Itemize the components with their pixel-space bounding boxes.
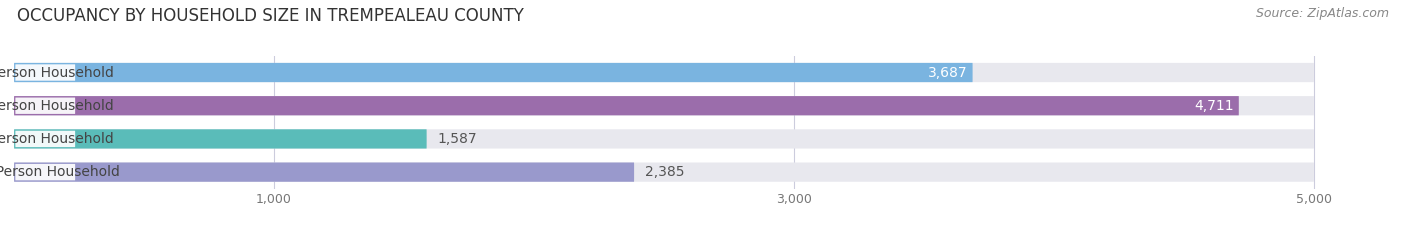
Text: 1-Person Household: 1-Person Household (0, 65, 114, 79)
FancyBboxPatch shape (14, 96, 1239, 115)
FancyBboxPatch shape (15, 131, 75, 147)
Text: 3-Person Household: 3-Person Household (0, 132, 114, 146)
Text: 1,587: 1,587 (437, 132, 477, 146)
Text: 2-Person Household: 2-Person Household (0, 99, 114, 113)
FancyBboxPatch shape (14, 63, 1315, 82)
Text: Source: ZipAtlas.com: Source: ZipAtlas.com (1256, 7, 1389, 20)
Text: 4,711: 4,711 (1194, 99, 1233, 113)
FancyBboxPatch shape (14, 63, 973, 82)
FancyBboxPatch shape (14, 162, 634, 182)
FancyBboxPatch shape (15, 164, 75, 180)
FancyBboxPatch shape (15, 98, 75, 114)
Text: 4+ Person Household: 4+ Person Household (0, 165, 120, 179)
FancyBboxPatch shape (14, 129, 1315, 149)
Text: 2,385: 2,385 (644, 165, 683, 179)
Text: 3,687: 3,687 (928, 65, 967, 79)
FancyBboxPatch shape (14, 96, 1315, 115)
Text: OCCUPANCY BY HOUSEHOLD SIZE IN TREMPEALEAU COUNTY: OCCUPANCY BY HOUSEHOLD SIZE IN TREMPEALE… (17, 7, 524, 25)
FancyBboxPatch shape (14, 129, 426, 149)
FancyBboxPatch shape (15, 64, 75, 81)
FancyBboxPatch shape (14, 162, 1315, 182)
